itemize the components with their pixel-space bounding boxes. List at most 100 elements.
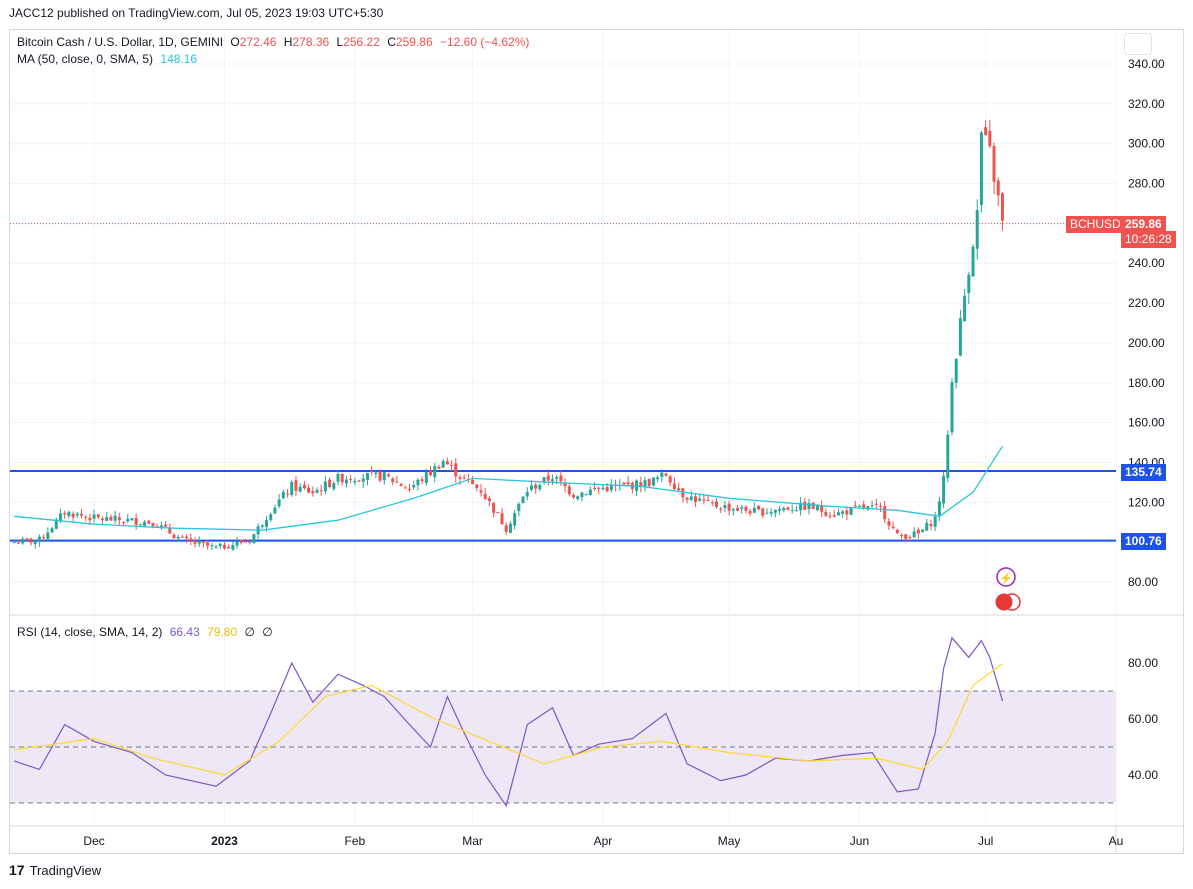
- candle-body: [365, 472, 369, 480]
- low-value: 256.22: [343, 35, 380, 49]
- candle-body: [496, 512, 500, 514]
- candle-body: [454, 463, 458, 477]
- price-tick-label: 200.00: [1128, 336, 1165, 350]
- candle-body: [286, 493, 290, 495]
- flag-icon-ring: [1003, 593, 1021, 611]
- candle-body: [29, 538, 33, 543]
- price-tick-label: 280.00: [1128, 177, 1165, 191]
- candle-body: [963, 295, 967, 322]
- rsi-value: 66.43: [169, 625, 200, 639]
- candle-body: [950, 382, 954, 433]
- candle-body: [235, 541, 239, 546]
- candle-body: [786, 507, 790, 510]
- rsi-ma-value: 79.80: [207, 625, 238, 639]
- rsi-label[interactable]: RSI (14, close, SMA, 14, 2): [17, 625, 163, 639]
- last-price-tag: 259.86: [1121, 216, 1166, 233]
- candle-body: [433, 466, 437, 478]
- candle-body: [542, 477, 546, 483]
- candle-body: [883, 506, 887, 520]
- candle-body: [521, 496, 525, 503]
- candle-body: [159, 525, 163, 529]
- candle-body: [857, 505, 861, 507]
- candle-body: [50, 528, 54, 533]
- settings-button[interactable]: [1124, 33, 1152, 55]
- candle-body: [143, 521, 147, 526]
- candle-body: [836, 512, 840, 516]
- candle-body: [513, 513, 517, 526]
- candle-body: [222, 544, 226, 549]
- candle-body: [176, 536, 180, 539]
- candle-body: [164, 524, 168, 527]
- candle-body: [555, 477, 559, 479]
- time-tick-label: Jun: [850, 834, 869, 848]
- candle-body: [605, 487, 609, 492]
- candle-body: [714, 501, 718, 507]
- change-value: −12.60 (−4.62%): [439, 35, 530, 49]
- candle-body: [201, 541, 205, 543]
- candle-body: [353, 480, 357, 483]
- candle-body: [16, 542, 20, 544]
- time-tick-label: Jul: [978, 834, 993, 848]
- candle-body: [378, 471, 382, 481]
- close-value: 259.86: [395, 35, 433, 49]
- candle-body: [744, 506, 748, 511]
- price-tick-label: 180.00: [1128, 376, 1165, 390]
- candle-body: [412, 485, 416, 488]
- candle-body: [248, 541, 252, 543]
- price-tick-label: 80.00: [1128, 575, 1158, 589]
- candle-body: [445, 461, 449, 465]
- candle-body: [420, 479, 424, 482]
- candle-body: [862, 504, 866, 509]
- candle-body: [349, 479, 353, 481]
- rsi-tick-label: 60.00: [1128, 712, 1158, 726]
- candle-body: [752, 507, 756, 513]
- candle-body: [471, 479, 475, 484]
- candle-body: [361, 478, 365, 482]
- countdown-tag: 10:26:28: [1121, 231, 1176, 248]
- ma-label[interactable]: MA (50, close, 0, SMA, 5): [17, 52, 154, 66]
- candle-body: [92, 514, 96, 519]
- footer-brand[interactable]: 17 TradingView: [9, 862, 101, 878]
- candle-body: [550, 479, 554, 482]
- candle-body: [626, 482, 630, 485]
- candle-body: [988, 130, 992, 147]
- candle-body: [588, 489, 592, 496]
- candle-body: [736, 508, 740, 511]
- candle-body: [538, 484, 542, 490]
- candle-body: [126, 518, 130, 522]
- rsi-line: [14, 636, 1004, 808]
- time-tick-label: May: [718, 834, 741, 848]
- candle-body: [294, 480, 298, 491]
- candle-body: [912, 531, 916, 538]
- candle-body: [853, 505, 857, 507]
- candle-body: [929, 524, 933, 527]
- candle-body: [584, 494, 588, 496]
- price-tick-label: 320.00: [1128, 97, 1165, 111]
- rsi-legend: RSI (14, close, SMA, 14, 2) 66.43 79.80 …: [17, 625, 277, 639]
- candle-body: [803, 501, 807, 510]
- candle-body: [933, 516, 937, 527]
- candle-body: [845, 510, 849, 515]
- candle-body: [403, 487, 407, 489]
- candle-body: [664, 473, 668, 476]
- candle-body: [597, 487, 601, 489]
- candle-body: [958, 318, 962, 356]
- candle-body: [529, 485, 533, 490]
- candle-body: [370, 471, 374, 473]
- candle-body: [576, 496, 580, 500]
- candle-body: [706, 499, 710, 501]
- candle-body: [243, 541, 247, 543]
- candle-body: [921, 529, 925, 533]
- candle-body: [723, 505, 727, 509]
- symbol-tag: BCHUSD: [1066, 216, 1125, 233]
- price-legend: Bitcoin Cash / U.S. Dollar, 1D, GEMINI O…: [17, 35, 533, 49]
- chart-frame[interactable]: [9, 29, 1184, 854]
- candle-body: [12, 542, 16, 544]
- candle-body: [895, 529, 899, 534]
- symbol-name[interactable]: Bitcoin Cash / U.S. Dollar, 1D, GEMINI: [17, 35, 224, 49]
- candle-body: [307, 487, 311, 493]
- candle-body: [151, 523, 155, 527]
- candle-body: [458, 477, 462, 479]
- open-value: 272.46: [239, 35, 277, 49]
